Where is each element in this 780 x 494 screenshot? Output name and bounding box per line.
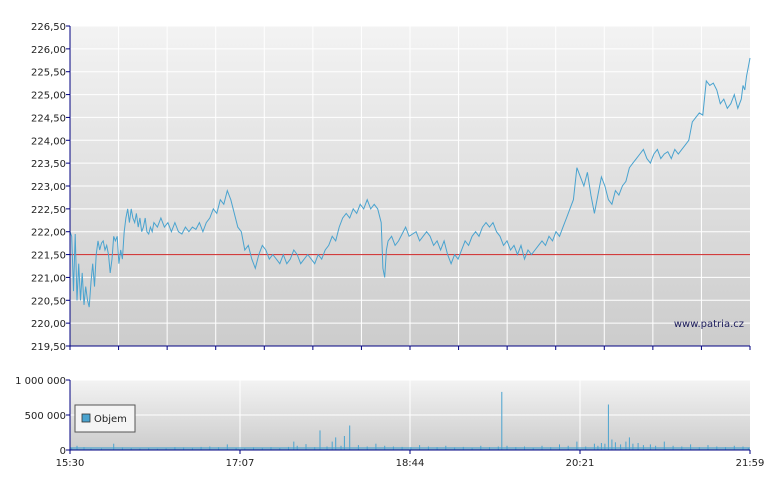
volume-bar: [604, 443, 606, 450]
price-y-tick-label: 220,50: [31, 296, 66, 307]
volume-x-tick-label: 17:07: [226, 458, 255, 469]
price-y-tick-label: 226,50: [31, 22, 66, 33]
volume-bar: [335, 437, 337, 450]
volume-bar: [349, 425, 351, 450]
price-y-tick-label: 222,50: [31, 205, 66, 216]
volume-bar: [293, 441, 295, 450]
volume-bar: [625, 441, 627, 450]
volume-bar: [600, 443, 602, 450]
price-series-line: [69, 57, 751, 308]
legend-swatch: [81, 413, 91, 423]
volume-bar: [319, 430, 321, 450]
volume-y-axis: 0 500 000 1 000 000: [15, 376, 70, 457]
volume-y-tick-label: 500 000: [25, 411, 66, 422]
volume-bar: [576, 441, 578, 450]
price-y-tick-label: 223,50: [31, 159, 66, 170]
legend-label: Objem: [94, 414, 127, 425]
volume-bar: [331, 441, 333, 450]
volume-bar: [343, 436, 345, 450]
volume-bar: [628, 437, 630, 450]
volume-bar: [611, 439, 613, 450]
volume-x-axis: 15:30 17:07 18:44 20:21 21:59: [56, 450, 765, 469]
volume-y-tick-label: 1 000 000: [15, 376, 66, 387]
price-grid: [70, 25, 750, 347]
volume-bar: [113, 443, 115, 450]
price-x-ticks: [69, 346, 751, 350]
price-y-tick-label: 223,00: [31, 182, 66, 193]
volume-bar: [607, 404, 609, 450]
price-y-tick-label: 224,00: [31, 136, 66, 147]
volume-x-tick-label: 15:30: [56, 458, 85, 469]
price-y-tick-label: 224,50: [31, 113, 66, 124]
volume-grid: [70, 379, 750, 450]
volume-bar: [637, 443, 639, 450]
price-y-tick-label: 220,00: [31, 319, 66, 330]
watermark-text: www.patria.cz: [674, 319, 744, 330]
volume-x-tick-label: 18:44: [396, 458, 425, 469]
price-y-tick-label: 221,50: [31, 251, 66, 262]
volume-bar: [375, 443, 377, 450]
volume-bars: [70, 391, 750, 451]
volume-baseline: [70, 447, 750, 450]
price-y-tick-label: 222,00: [31, 228, 66, 239]
volume-x-tick-label: 20:21: [566, 458, 595, 469]
volume-legend: Objem: [74, 404, 136, 433]
price-y-tick-label: 226,00: [31, 45, 66, 56]
price-y-tick-label: 225,00: [31, 91, 66, 102]
price-panel: 219,50 220,00 220,50 221,00 221,50 222,00 222,…: [31, 22, 751, 353]
price-y-axis: 219,50 220,00 220,50 221,00 221,50 222,00 222,…: [31, 22, 70, 353]
price-y-tick-label: 221,00: [31, 273, 66, 284]
volume-bar: [614, 442, 616, 450]
volume-bar: [593, 443, 595, 450]
volume-bar: [501, 391, 503, 450]
volume-panel: 0 500 000 1 000 000 15:30 17:07 18:44 20:21 21…: [15, 376, 764, 469]
volume-bar: [632, 443, 634, 450]
volume-y-tick-label: 0: [60, 446, 66, 457]
price-y-tick-label: 225,50: [31, 68, 66, 79]
volume-bar: [663, 441, 665, 450]
price-y-tick-label: 219,50: [31, 342, 66, 353]
volume-x-tick-label: 21:59: [736, 458, 765, 469]
